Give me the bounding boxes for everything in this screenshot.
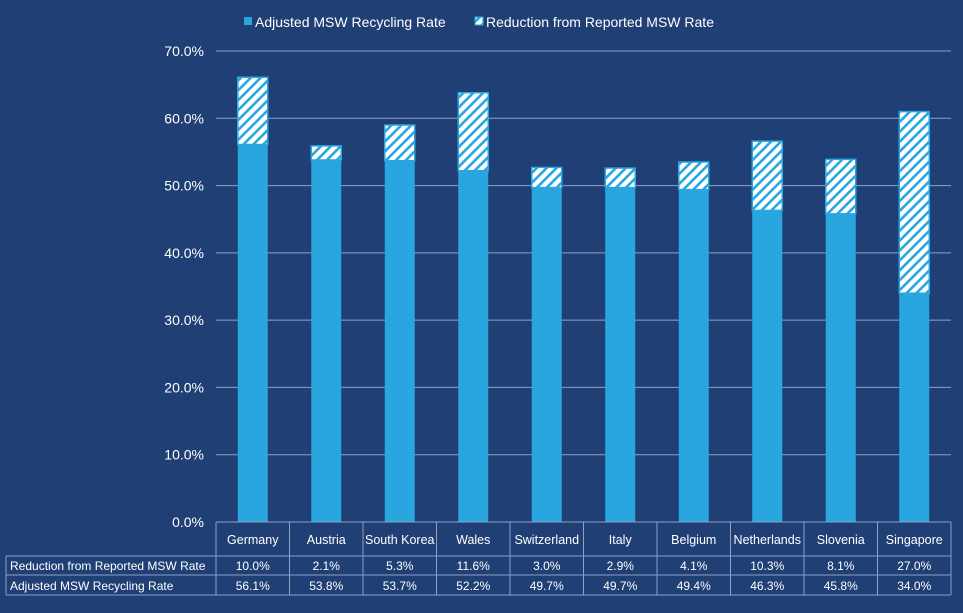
bar-reduction (604, 167, 636, 189)
table-value: 3.0% (533, 559, 561, 573)
bar-reduction (384, 124, 416, 162)
legend-swatch-adjusted (244, 17, 252, 25)
bar-reduction (678, 161, 710, 191)
bars (237, 76, 930, 523)
bar-adjusted-rate (899, 293, 930, 522)
table-value: 53.8% (309, 579, 343, 593)
category-label: Switzerland (514, 533, 579, 547)
y-tick-label: 0.0% (172, 514, 204, 530)
bar-adjusted-rate (605, 187, 636, 522)
bar-adjusted-rate (458, 170, 489, 523)
table-row-label: Reduction from Reported MSW Rate (10, 559, 206, 573)
y-tick-label: 50.0% (164, 178, 204, 194)
bar-adjusted-rate (825, 213, 856, 522)
table-value: 2.9% (607, 559, 635, 573)
table-value: 27.0% (897, 559, 931, 573)
bar-reduction (237, 76, 269, 146)
bar-adjusted-rate (752, 210, 783, 522)
table-value: 8.1% (827, 559, 855, 573)
legend-label: Reduction from Reported MSW Rate (486, 14, 714, 30)
bar-reduction (751, 140, 783, 212)
table-value: 5.3% (386, 559, 414, 573)
category-label: Wales (456, 533, 490, 547)
table-value: 49.7% (603, 579, 637, 593)
bar-reduction (825, 158, 857, 215)
y-tick-label: 40.0% (164, 245, 204, 261)
category-label: Singapore (886, 533, 943, 547)
bar-adjusted-rate (678, 189, 709, 522)
category-label: Belgium (671, 533, 716, 547)
bar-reduction (457, 91, 489, 172)
table-value: 10.3% (750, 559, 784, 573)
bar-adjusted-rate (311, 160, 342, 522)
table-row-label: Adjusted MSW Recycling Rate (10, 579, 174, 593)
table-value: 56.1% (236, 579, 270, 593)
legend-label: Adjusted MSW Recycling Rate (255, 14, 446, 30)
legend-swatch-reduction (474, 16, 484, 26)
bar-reduction (531, 166, 563, 189)
table-value: 46.3% (750, 579, 784, 593)
y-axis: 0.0% 10.0% 20.0% 30.0% 40.0% 50.0% 60.0% 70.0% (164, 43, 204, 530)
table-value: 49.7% (530, 579, 564, 593)
bar-adjusted-rate (384, 160, 415, 522)
y-tick-label: 10.0% (164, 447, 204, 463)
table-value: 49.4% (677, 579, 711, 593)
data-table: Germany Austria South Korea Wales Switzerlan… (5, 521, 952, 596)
table-value: 2.1% (313, 559, 341, 573)
bar-reduction (898, 110, 930, 294)
y-tick-label: 70.0% (164, 43, 204, 59)
table-value: 52.2% (456, 579, 490, 593)
table-value: 11.6% (457, 559, 490, 573)
table-value: 45.8% (824, 579, 858, 593)
legend: Adjusted MSW Recycling Rate Reduction fro… (244, 14, 714, 30)
category-label: Slovenia (817, 533, 865, 547)
category-label: Germany (227, 533, 279, 547)
y-tick-label: 20.0% (164, 379, 204, 395)
bar-adjusted-rate (531, 187, 562, 522)
category-label: South Korea (365, 533, 435, 547)
category-label: Netherlands (734, 533, 801, 547)
category-label: Austria (307, 533, 346, 547)
table-value: 34.0% (897, 579, 931, 593)
table-value: 53.7% (383, 579, 417, 593)
category-label: Italy (609, 533, 633, 547)
y-tick-label: 30.0% (164, 312, 204, 328)
table-value: 4.1% (680, 559, 708, 573)
table-value: 10.0% (236, 559, 270, 573)
bar-adjusted-rate (237, 144, 268, 522)
y-tick-label: 60.0% (164, 110, 204, 126)
bar-reduction (310, 145, 342, 161)
